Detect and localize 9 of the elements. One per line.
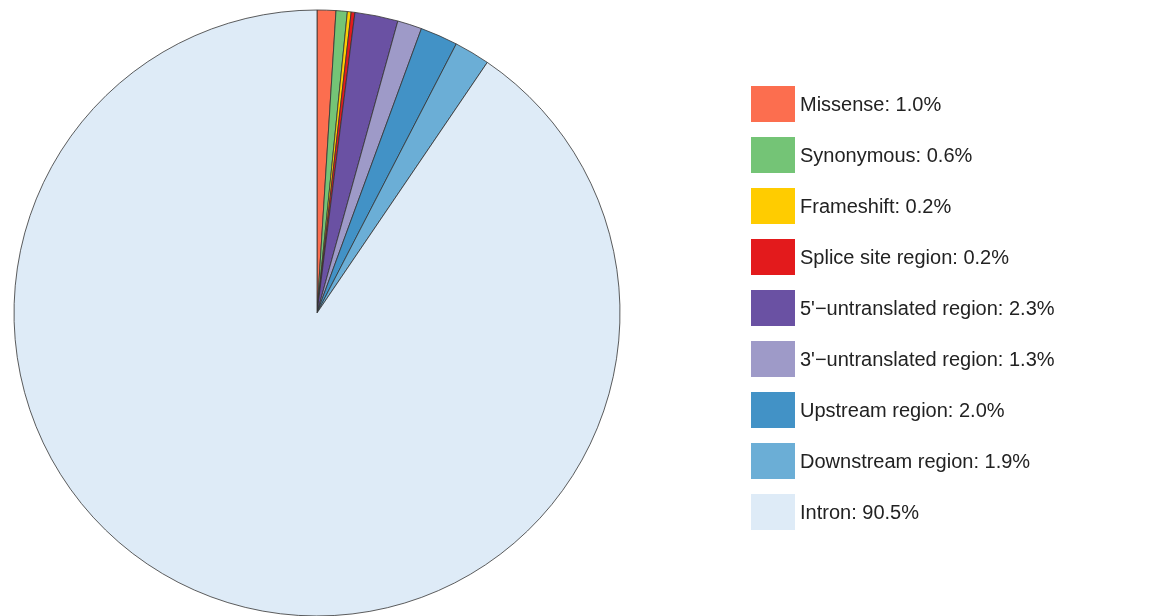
legend-label: Splice site region: 0.2% — [800, 246, 1010, 268]
legend-label: Synonymous: 0.6% — [800, 144, 973, 166]
legend-label: 5'−untranslated region: 2.3% — [800, 297, 1055, 319]
legend-label: Frameshift: 0.2% — [800, 195, 952, 217]
legend-label: Downstream region: 1.9% — [800, 450, 1031, 472]
legend-label: 3'−untranslated region: 1.3% — [800, 348, 1055, 370]
legend-label: Upstream region: 2.0% — [800, 399, 1005, 421]
legend-label: Missense: 1.0% — [800, 93, 942, 115]
legend-label: Intron: 90.5% — [800, 501, 920, 523]
